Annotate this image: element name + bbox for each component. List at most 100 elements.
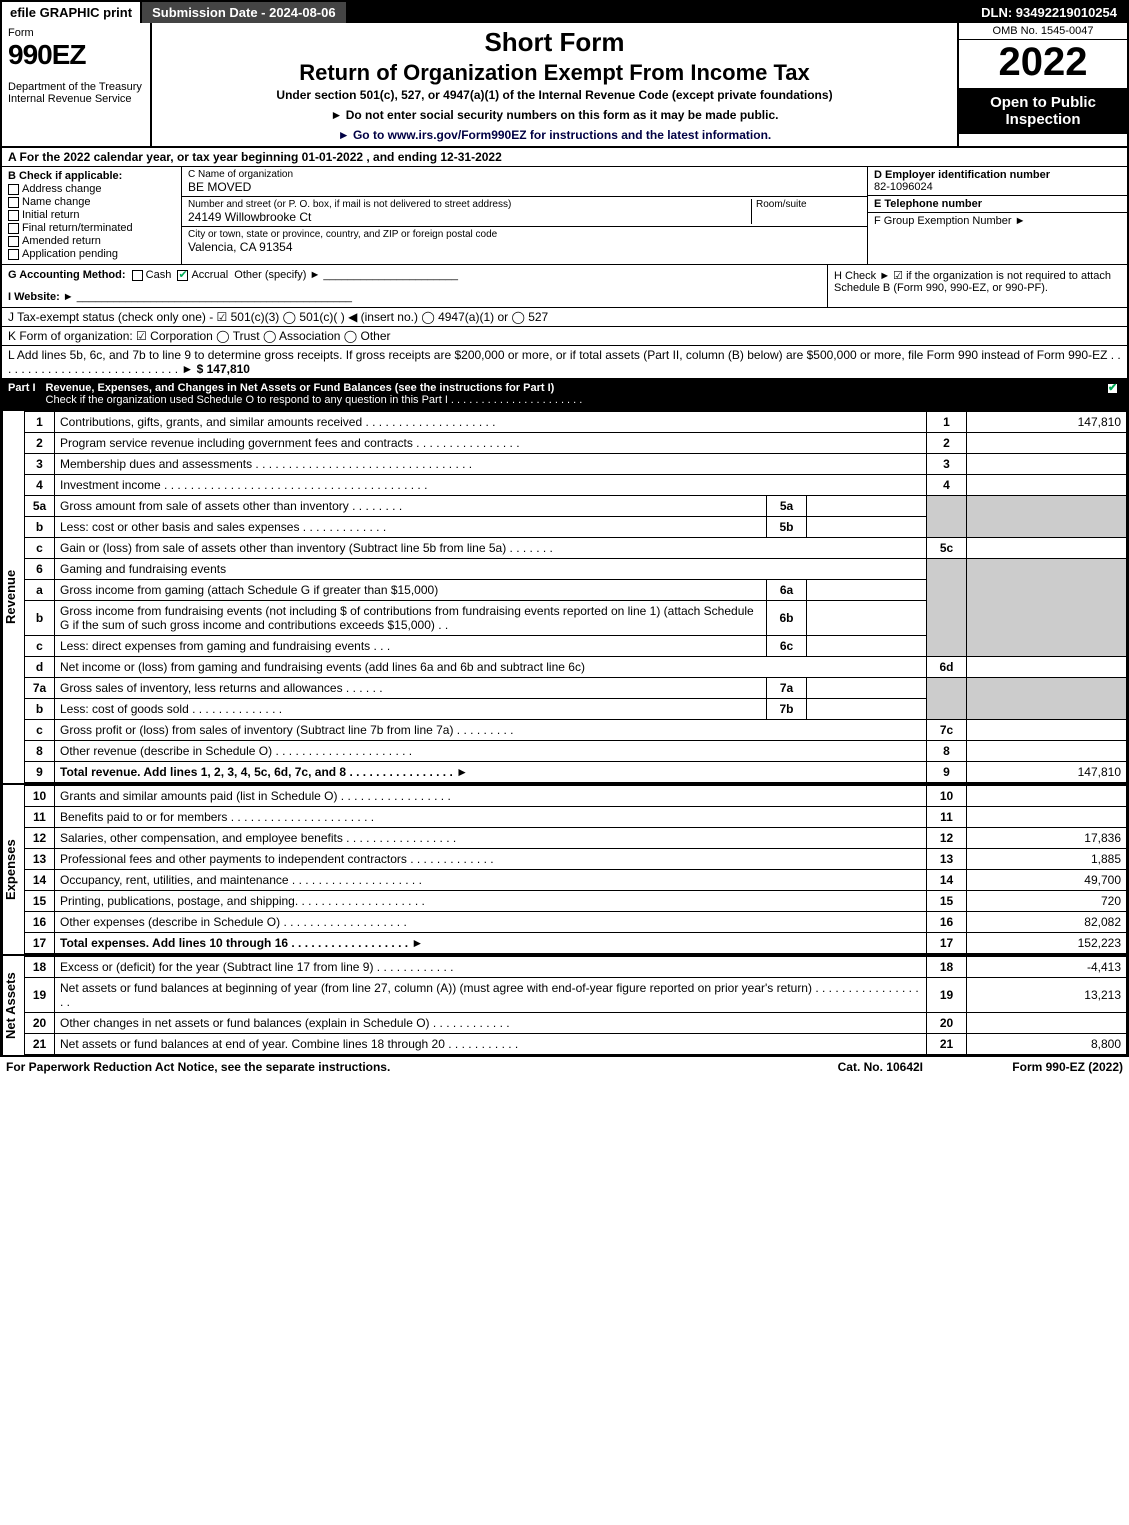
footer: For Paperwork Reduction Act Notice, see … <box>0 1057 1129 1077</box>
netassets-vlabel: Net Assets <box>2 956 24 1055</box>
top-bar: efile GRAPHIC print Submission Date - 20… <box>2 2 1127 23</box>
d-ein-label: D Employer identification number <box>874 169 1121 181</box>
line-15: 15Printing, publications, postage, and s… <box>25 891 1127 912</box>
org-city: Valencia, CA 91354 <box>188 240 861 254</box>
line-6: 6Gaming and fundraising events <box>25 559 1127 580</box>
line-7a: 7aGross sales of inventory, less returns… <box>25 678 1127 699</box>
i-website: I Website: ► <box>8 291 74 303</box>
line-6d: dNet income or (loss) from gaming and fu… <box>25 657 1127 678</box>
line-17: 17Total expenses. Add lines 10 through 1… <box>25 933 1127 954</box>
chk-address-change[interactable]: Address change <box>8 183 175 195</box>
accrual-label: Accrual <box>191 269 228 281</box>
efile-print-label[interactable]: efile GRAPHIC print <box>2 2 142 23</box>
line-20: 20Other changes in net assets or fund ba… <box>25 1013 1127 1034</box>
expenses-section: Expenses 10Grants and similar amounts pa… <box>2 783 1127 954</box>
part-i-checkbox[interactable] <box>1097 382 1121 406</box>
line-10: 10Grants and similar amounts paid (list … <box>25 786 1127 807</box>
form-word: Form <box>8 27 144 39</box>
j-tax-exempt: J Tax-exempt status (check only one) - ☑… <box>2 308 1127 327</box>
header-block: Form 990EZ Department of the Treasury In… <box>2 23 1127 148</box>
short-form-title: Short Form <box>160 27 949 58</box>
expenses-vlabel: Expenses <box>2 785 24 954</box>
omb-number: OMB No. 1545-0047 <box>959 23 1127 40</box>
chk-name-change[interactable]: Name change <box>8 196 175 208</box>
line-1: 1Contributions, gifts, grants, and simil… <box>25 412 1127 433</box>
line-9: 9Total revenue. Add lines 1, 2, 3, 4, 5c… <box>25 762 1127 783</box>
netassets-section: Net Assets 18Excess or (deficit) for the… <box>2 954 1127 1055</box>
chk-amended-return[interactable]: Amended return <box>8 235 175 247</box>
g-accounting: G Accounting Method: Cash Accrual Other … <box>2 265 827 307</box>
gross-receipts-amount: $ 147,810 <box>197 362 250 376</box>
line-7c: cGross profit or (loss) from sales of in… <box>25 720 1127 741</box>
other-specify: Other (specify) ► <box>234 269 320 281</box>
cash-label: Cash <box>146 269 172 281</box>
line-5a: 5aGross amount from sale of assets other… <box>25 496 1127 517</box>
main-title: Return of Organization Exempt From Incom… <box>160 60 949 86</box>
line-a-taxyear: A For the 2022 calendar year, or tax yea… <box>2 148 1127 167</box>
bc-block: B Check if applicable: Address change Na… <box>2 167 1127 265</box>
irs-label: Internal Revenue Service <box>8 93 144 105</box>
line-5c: cGain or (loss) from sale of assets othe… <box>25 538 1127 559</box>
footer-formref: Form 990-EZ (2022) <box>923 1060 1123 1074</box>
line-11: 11Benefits paid to or for members . . . … <box>25 807 1127 828</box>
subtitle: Under section 501(c), 527, or 4947(a)(1)… <box>160 88 949 102</box>
line-2: 2Program service revenue including gover… <box>25 433 1127 454</box>
line-3: 3Membership dues and assessments . . . .… <box>25 454 1127 475</box>
chk-application-pending[interactable]: Application pending <box>8 248 175 260</box>
line-21: 21Net assets or fund balances at end of … <box>25 1034 1127 1055</box>
dept-treasury: Department of the Treasury <box>8 81 144 93</box>
chk-initial-return[interactable]: Initial return <box>8 209 175 221</box>
g-label: G Accounting Method: <box>8 269 126 281</box>
submission-date: Submission Date - 2024-08-06 <box>142 2 348 23</box>
line-14: 14Occupancy, rent, utilities, and mainte… <box>25 870 1127 891</box>
spacer <box>348 2 972 23</box>
revenue-vlabel: Revenue <box>2 411 24 783</box>
line-16: 16Other expenses (describe in Schedule O… <box>25 912 1127 933</box>
k-form-org: K Form of organization: ☑ Corporation ◯ … <box>2 327 1127 346</box>
line-19: 19Net assets or fund balances at beginni… <box>25 978 1127 1013</box>
line-8: 8Other revenue (describe in Schedule O) … <box>25 741 1127 762</box>
line-18: 18Excess or (deficit) for the year (Subt… <box>25 957 1127 978</box>
d-column: D Employer identification number 82-1096… <box>867 167 1127 264</box>
chk-accrual[interactable] <box>177 270 188 281</box>
footer-catno: Cat. No. 10642I <box>838 1060 923 1074</box>
form-number: 990EZ <box>8 39 144 71</box>
revenue-section: Revenue 1Contributions, gifts, grants, a… <box>2 409 1127 783</box>
netassets-table: 18Excess or (deficit) for the year (Subt… <box>24 956 1127 1055</box>
irs-link[interactable]: ► Go to www.irs.gov/Form990EZ for instru… <box>338 128 771 142</box>
f-group-label: F Group Exemption Number ► <box>874 215 1121 227</box>
part-i-title: Revenue, Expenses, and Changes in Net As… <box>46 382 1097 406</box>
c-name-label: C Name of organization <box>188 169 861 180</box>
tax-year: 2022 <box>959 40 1127 88</box>
g-h-row: G Accounting Method: Cash Accrual Other … <box>2 265 1127 308</box>
c-city-label: City or town, state or province, country… <box>188 229 861 240</box>
line-4: 4Investment income . . . . . . . . . . .… <box>25 475 1127 496</box>
b-column: B Check if applicable: Address change Na… <box>2 167 182 264</box>
l-gross-receipts: L Add lines 5b, 6c, and 7b to line 9 to … <box>2 346 1127 379</box>
chk-cash[interactable] <box>132 270 143 281</box>
expenses-table: 10Grants and similar amounts paid (list … <box>24 785 1127 954</box>
org-street: 24149 Willowbrooke Ct <box>188 210 751 224</box>
e-phone-label: E Telephone number <box>874 198 1121 210</box>
c-street-label: Number and street (or P. O. box, if mail… <box>188 199 751 210</box>
room-suite-label: Room/suite <box>756 199 861 210</box>
ein-value: 82-1096024 <box>874 181 1121 193</box>
header-mid: Short Form Return of Organization Exempt… <box>152 23 957 146</box>
form-container: efile GRAPHIC print Submission Date - 20… <box>0 0 1129 1057</box>
open-public-inspection: Open to Public Inspection <box>959 88 1127 134</box>
b-label: B Check if applicable: <box>8 170 122 182</box>
org-name: BE MOVED <box>188 180 861 194</box>
warn-goto[interactable]: ► Go to www.irs.gov/Form990EZ for instru… <box>160 128 949 142</box>
c-column: C Name of organization BE MOVED Number a… <box>182 167 867 264</box>
header-left: Form 990EZ Department of the Treasury In… <box>2 23 152 146</box>
dln: DLN: 93492219010254 <box>971 2 1127 23</box>
warn-ssn: ► Do not enter social security numbers o… <box>160 108 949 122</box>
line-12: 12Salaries, other compensation, and empl… <box>25 828 1127 849</box>
part-i-bar: Part I Revenue, Expenses, and Changes in… <box>2 379 1127 409</box>
h-schedule-b: H Check ► ☑ if the organization is not r… <box>827 265 1127 307</box>
footer-left: For Paperwork Reduction Act Notice, see … <box>6 1060 838 1074</box>
line-13: 13Professional fees and other payments t… <box>25 849 1127 870</box>
part-i-label: Part I <box>8 382 46 406</box>
revenue-table: 1Contributions, gifts, grants, and simil… <box>24 411 1127 783</box>
chk-final-return[interactable]: Final return/terminated <box>8 222 175 234</box>
